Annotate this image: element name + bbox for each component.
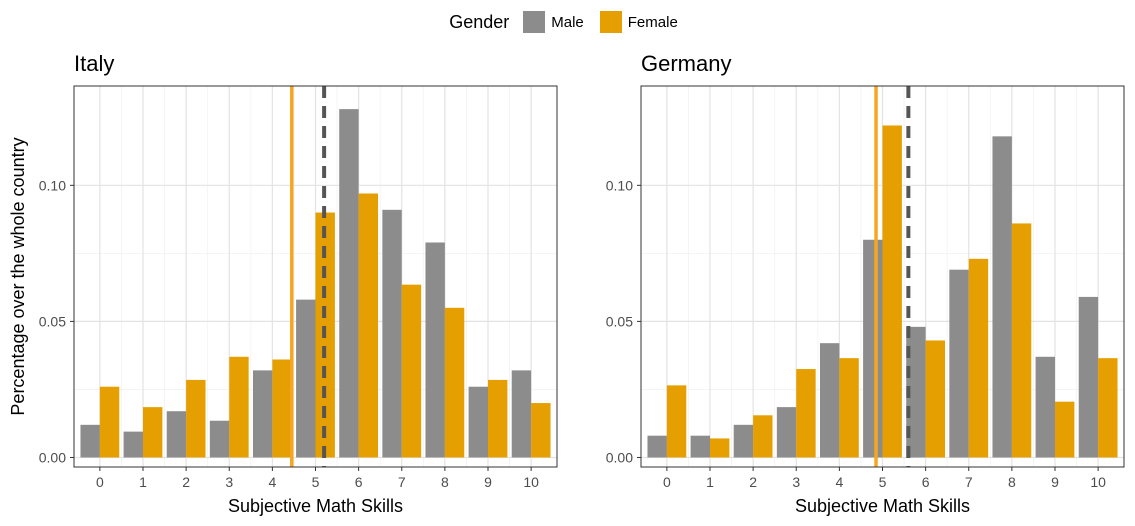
panel-1-bar-female-3: [796, 369, 816, 458]
panel-1-bar-female-9: [1055, 401, 1075, 458]
legend-item-male: Male: [523, 11, 584, 33]
legend-swatch-female: [599, 11, 622, 33]
panel-1-bar-male-8: [992, 136, 1012, 458]
panel-0-x-axis-title: Subjective Math Skills: [228, 496, 403, 516]
panel-0-bar-male-1: [123, 431, 143, 458]
panel-1-bar-female-7: [968, 258, 989, 458]
panel-0-bar-male-5: [296, 299, 316, 458]
panel-1-group: 0 1 2 3 4 5 6 7 8 9 10 0.00 0.05 0.10 Germany Subjectiv…: [606, 51, 1125, 516]
panel-1-xtick-label-2: 2: [749, 474, 757, 490]
legend: Gender Male Female: [0, 8, 1135, 36]
panel-1-xtick-label-6: 6: [922, 474, 930, 490]
panel-0-bar-male-7: [382, 209, 402, 458]
panel-1-bar-male-1: [690, 435, 710, 458]
panel-1-title: Germany: [641, 51, 731, 76]
panel-1-bar-female-5: [882, 125, 902, 458]
panel-0-bar-male-8: [425, 242, 445, 458]
legend-item-female: Female: [599, 11, 678, 33]
panel-0-bar-male-4: [252, 370, 273, 458]
legend-swatch-male: [523, 11, 546, 33]
panel-0-bar-female-9: [488, 379, 508, 458]
panel-0-bar-female-0: [99, 386, 120, 458]
panel-0-ytick-label-2: 0.10: [39, 177, 66, 193]
panel-0-xtick-label-9: 9: [484, 474, 492, 490]
panel-0-bar-male-10: [511, 370, 532, 458]
panel-1-ytick-label-1: 0.05: [606, 313, 633, 329]
panel-0-bar-male-6: [339, 109, 359, 458]
panel-1-xtick-label-8: 8: [1008, 474, 1016, 490]
panel-1-bar-male-9: [1035, 356, 1055, 458]
panel-0-bar-female-2: [186, 379, 206, 458]
panel-0-xtick-label-3: 3: [225, 474, 233, 490]
panel-1-bar-male-5: [863, 239, 883, 458]
panel-0-bar-female-3: [229, 356, 249, 458]
panel-0-xtick-label-4: 4: [268, 474, 276, 490]
panel-0-bar-male-9: [468, 386, 488, 458]
panel-0-group: 0 1 2 3 4 5 6 7 8 9 10 0.00 0.05 0.10 Italy Subjective …: [8, 51, 558, 516]
panel-0-xtick-label-7: 7: [398, 474, 406, 490]
panel-0-bar-female-6: [358, 193, 379, 458]
panel-0-ytick-label-0: 0.00: [39, 449, 66, 465]
panel-0-title: Italy: [74, 51, 114, 76]
panel-0-xtick-label-0: 0: [96, 474, 104, 490]
panel-0-xtick-label-5: 5: [312, 474, 320, 490]
panel-0-bar-female-4: [272, 359, 292, 458]
panel-0-bar-female-7: [401, 284, 422, 458]
panel-1-bar-male-0: [647, 435, 667, 458]
panel-1-bar-male-3: [776, 407, 797, 458]
panel-1-bar-female-10: [1098, 358, 1118, 458]
panel-1-xtick-label-4: 4: [835, 474, 843, 490]
panel-0-bar-male-2: [166, 411, 187, 458]
panel-0-bar-female-1: [143, 407, 163, 458]
panel-0-xtick-label-10: 10: [523, 474, 539, 490]
panel-0-bar-female-10: [531, 403, 551, 458]
panel-0-xtick-label-8: 8: [441, 474, 449, 490]
legend-label-male: Male: [551, 13, 584, 31]
panel-1-bar-male-10: [1078, 296, 1099, 458]
panel-0-bar-female-8: [444, 307, 465, 458]
legend-title: Gender: [449, 11, 510, 32]
panel-1-bar-female-2: [753, 415, 773, 458]
panel-1-xtick-label-9: 9: [1051, 474, 1059, 490]
panel-1-bar-female-8: [1011, 223, 1032, 458]
panel-1-xtick-label-7: 7: [965, 474, 973, 490]
panel-1-bar-female-6: [925, 340, 946, 458]
panel-1-bar-female-4: [839, 358, 859, 458]
panel-1-ytick-label-2: 0.10: [606, 177, 633, 193]
panel-0-ytick-label-1: 0.05: [39, 313, 66, 329]
panel-1-bar-male-4: [819, 343, 840, 458]
legend-label-female: Female: [627, 13, 678, 31]
panel-0-xtick-label-2: 2: [182, 474, 190, 490]
panel-1-x-axis-title: Subjective Math Skills: [795, 496, 970, 516]
panel-1-bar-male-7: [949, 269, 969, 458]
panel-1-xtick-label-3: 3: [792, 474, 800, 490]
panel-1-bar-male-6: [906, 326, 926, 458]
panel-1-bar-male-2: [733, 424, 754, 458]
panel-1-xtick-label-10: 10: [1090, 474, 1106, 490]
panel-1-xtick-label-0: 0: [663, 474, 671, 490]
panel-0-xtick-label-1: 1: [139, 474, 147, 490]
panel-0-bar-male-0: [80, 424, 100, 458]
panel-1-xtick-label-5: 5: [879, 474, 887, 490]
panel-1-bar-female-0: [666, 385, 687, 458]
panel-0-y-axis-title: Percentage over the whole country: [8, 137, 28, 415]
panel-1-ytick-label-0: 0.00: [606, 449, 633, 465]
panel-0-bar-male-3: [209, 420, 230, 458]
panel-1-bar-female-1: [710, 438, 730, 458]
panel-0-xtick-label-6: 6: [355, 474, 363, 490]
panel-1-xtick-label-1: 1: [706, 474, 714, 490]
